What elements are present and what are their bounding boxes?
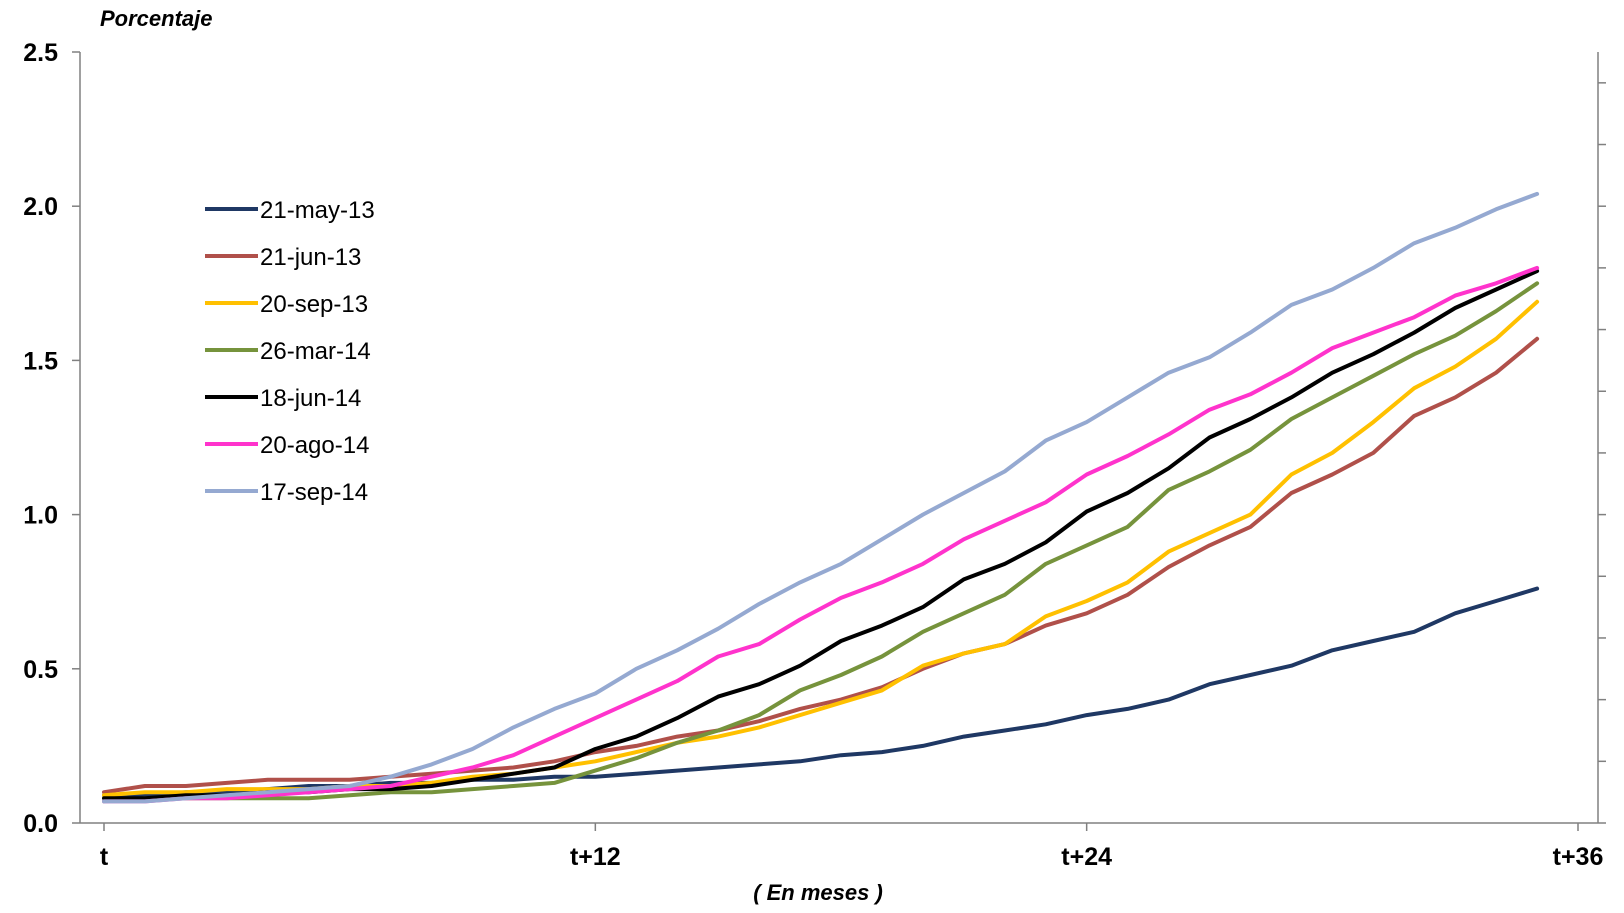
legend-label: 17-sep-14 <box>260 479 368 506</box>
y-axis-title: Porcentaje <box>100 6 213 31</box>
legend-label: 20-sep-13 <box>260 291 368 318</box>
x-tick-label: t+12 <box>570 843 621 871</box>
y-tick-label: 2.0 <box>23 193 58 221</box>
series-line-21-jun-13 <box>102 336 1540 795</box>
y-tick-label: 1.0 <box>23 502 58 530</box>
legend-label: 21-jun-13 <box>260 244 361 271</box>
y-tick-label: 2.5 <box>23 39 58 67</box>
series-line-21-may-13 <box>102 586 1540 798</box>
x-tick-label: t+24 <box>1061 843 1112 871</box>
series-line-17-sep-14 <box>102 191 1540 804</box>
y-tick-label: 1.5 <box>23 347 58 375</box>
y-tick-labels: 0.0 0.5 1.0 1.5 2.0 2.5 <box>23 39 58 838</box>
series-lines <box>102 191 1540 804</box>
legend: 21-may-13 21-jun-13 20-sep-13 26-mar-14 18-j… <box>205 197 375 506</box>
series-line-20-ago-14 <box>102 265 1540 804</box>
legend-label: 21-may-13 <box>260 197 375 224</box>
legend-label: 20-ago-14 <box>260 432 369 459</box>
x-tick-labels: t t+12 t+24 t+36 <box>100 843 1604 871</box>
axes <box>72 51 1606 831</box>
y-tick-label: 0.5 <box>23 656 58 684</box>
legend-label: 26-mar-14 <box>260 338 371 365</box>
x-tick-label: t <box>100 843 109 871</box>
legend-label: 18-jun-14 <box>260 385 361 412</box>
x-tick-label: t+36 <box>1553 843 1604 871</box>
series-line-26-mar-14 <box>102 281 1540 804</box>
y-tick-label: 0.0 <box>23 810 58 838</box>
series-line-20-sep-13 <box>102 299 1540 798</box>
x-axis-title: ( En meses ) <box>753 880 883 905</box>
